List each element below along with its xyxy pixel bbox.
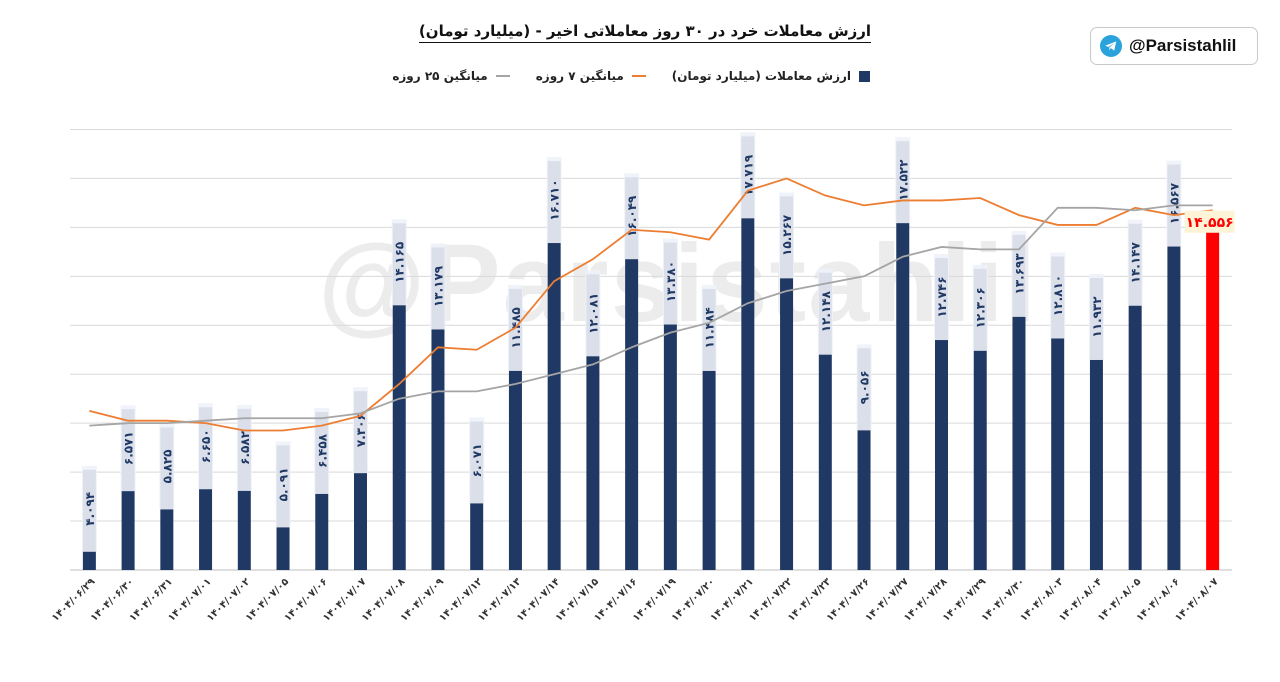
data-label: ۵.۸۲۵ xyxy=(160,450,174,484)
data-label-bg xyxy=(585,270,601,357)
bar xyxy=(896,141,910,570)
data-label-bg xyxy=(391,219,407,306)
data-label-bg xyxy=(546,157,562,244)
data-label: ۱۶.۵۶۷ xyxy=(1167,182,1181,224)
data-label-bg xyxy=(817,268,833,355)
data-label: ۱۲.۱۴۸ xyxy=(819,290,833,332)
chart-title: ارزش معاملات خرد در ۳۰ روز معاملاتی اخیر… xyxy=(0,22,1280,43)
last-value-label: ۱۴.۵۵۶ xyxy=(1186,215,1234,231)
data-label-bg xyxy=(1050,252,1066,339)
data-label: ۶.۰۷۱ xyxy=(470,443,484,477)
data-label: ۴.۰۹۴ xyxy=(83,492,97,526)
data-label-bg xyxy=(856,344,872,431)
legend-label-ma7: میانگین ۷ روزه xyxy=(535,69,624,83)
data-label-bg xyxy=(236,404,252,491)
legend-item-ma7: میانگین ۷ روزه xyxy=(536,69,646,83)
bar xyxy=(1167,164,1181,570)
data-label-bg xyxy=(934,254,949,341)
channel-handle: @Parsistahlil xyxy=(1129,36,1237,55)
data-label: ۱۲.۸۱۰ xyxy=(1051,275,1065,316)
data-label-bg xyxy=(275,441,291,528)
data-label: ۶.۶۵۰ xyxy=(199,429,213,463)
legend-swatch-ma7 xyxy=(631,75,646,77)
data-label: ۱۲.۳۰۶ xyxy=(974,287,988,328)
bar xyxy=(1012,234,1026,570)
legend-label-ma25: میانگین ۲۵ روزه xyxy=(392,69,488,83)
data-label: ۱۶.۷۱۰ xyxy=(548,179,562,220)
data-label-bg xyxy=(1011,230,1027,317)
legend: ارزش معاملات (میلیارد تومان) میانگین ۷ ر… xyxy=(392,66,870,86)
bar xyxy=(741,136,755,571)
legend-item-ma25: میانگین ۲۵ روزه xyxy=(392,69,510,83)
data-label-bg xyxy=(740,132,756,219)
data-label-bg xyxy=(159,423,175,510)
legend-label-value: ارزش معاملات (میلیارد تومان) xyxy=(671,69,851,83)
data-label-bg xyxy=(779,192,795,279)
data-label-bg xyxy=(972,264,988,351)
data-label: ۹.۰۵۶ xyxy=(858,370,872,404)
data-label: ۵.۰۹۱ xyxy=(277,467,291,501)
ma25-line xyxy=(89,204,1213,427)
last-value-bg xyxy=(1184,210,1235,233)
data-label: ۱۳.۶۹۳ xyxy=(1012,253,1026,295)
legend-item-value: ارزش معاملات (میلیارد تومان) xyxy=(672,69,870,83)
telegram-channel-badge[interactable]: @Parsistahlil xyxy=(1090,27,1258,65)
data-label: ۶.۴۵۸ xyxy=(315,433,329,468)
data-label: ۱۳.۱۷۹ xyxy=(431,265,445,307)
ma7-line xyxy=(89,177,1213,432)
data-label: ۱۷.۵۲۲ xyxy=(896,159,910,201)
data-label-bg xyxy=(469,417,485,504)
data-label: ۷.۳۰۶ xyxy=(354,413,368,447)
data-label: ۶.۵۸۲ xyxy=(238,430,252,465)
data-label-bg xyxy=(120,405,136,492)
bar xyxy=(392,223,406,570)
telegram-icon xyxy=(1100,35,1122,57)
data-label-bg xyxy=(662,238,678,325)
data-label-bg xyxy=(1088,273,1104,360)
data-label: ۱۶.۰۴۹ xyxy=(625,195,639,237)
bar xyxy=(1128,223,1142,570)
data-label-bg xyxy=(1127,219,1143,306)
data-label: ۱۲.۷۴۶ xyxy=(935,276,949,317)
data-label: ۶.۵۷۱ xyxy=(122,431,136,465)
bar xyxy=(1206,213,1220,570)
data-label-bg xyxy=(624,173,640,260)
data-label-bg xyxy=(81,465,97,552)
bar xyxy=(625,177,639,570)
data-label: ۱۱.۴۸۴ xyxy=(703,307,717,348)
data-label: ۱۴.۱۴۷ xyxy=(1129,242,1143,284)
data-label: ۱۳.۳۸۰ xyxy=(664,261,678,302)
data-label: ۱۱.۹۳۲ xyxy=(1090,296,1104,338)
legend-swatch-bar xyxy=(859,70,870,82)
data-label: ۱۲.۰۸۱ xyxy=(586,293,600,334)
data-label-bg xyxy=(1166,160,1182,247)
data-label: ۱۷.۷۱۹ xyxy=(741,154,755,196)
data-label: ۱۴.۱۶۵ xyxy=(393,242,407,283)
data-label-bg xyxy=(701,284,717,371)
data-label: ۱۵.۲۶۷ xyxy=(780,214,794,256)
bar xyxy=(547,161,561,570)
data-label-bg xyxy=(353,387,368,474)
legend-swatch-ma25 xyxy=(495,75,510,77)
data-label-bg xyxy=(314,407,330,494)
data-label-bg xyxy=(430,243,446,330)
